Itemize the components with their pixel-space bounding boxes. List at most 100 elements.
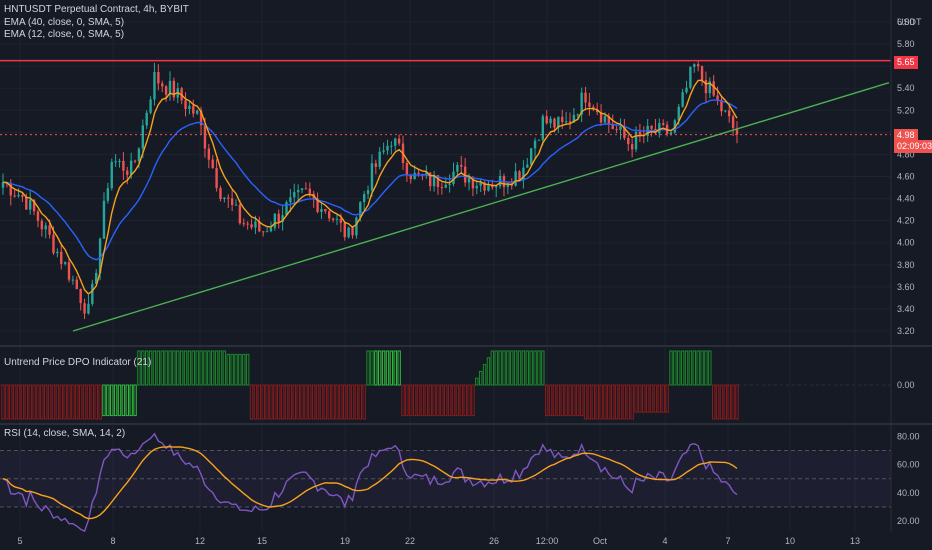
candle-body[interactable] [487, 184, 490, 191]
candle-body[interactable] [689, 66, 692, 88]
candle-body[interactable] [238, 204, 242, 224]
candle-body[interactable] [630, 144, 634, 150]
candle-body[interactable] [192, 105, 195, 114]
candle-body[interactable] [708, 81, 712, 94]
candlestick-series[interactable] [1, 60, 739, 320]
candle-body[interactable] [75, 279, 78, 290]
candle-body[interactable] [161, 83, 164, 87]
candle-body[interactable] [304, 188, 308, 190]
candle-body[interactable] [296, 190, 300, 193]
candle-body[interactable] [662, 123, 665, 125]
candle-body[interactable] [188, 105, 191, 110]
candle-body[interactable] [595, 109, 599, 113]
candle-body[interactable] [63, 262, 67, 264]
candle-body[interactable] [417, 172, 420, 174]
candle-body[interactable] [149, 99, 152, 113]
candle-body[interactable] [289, 197, 292, 203]
candle-body[interactable] [254, 221, 257, 228]
candle-body[interactable] [370, 163, 374, 191]
candle-body[interactable] [269, 227, 273, 232]
candle-body[interactable] [234, 204, 238, 206]
candle-body[interactable] [145, 112, 148, 126]
candle-body[interactable] [425, 172, 428, 176]
candle-body[interactable] [246, 223, 249, 225]
candle-body[interactable] [634, 131, 638, 150]
candle-body[interactable] [623, 126, 626, 139]
candle-body[interactable] [448, 183, 451, 185]
candle-body[interactable] [561, 116, 564, 123]
candle-body[interactable] [615, 129, 618, 131]
candle-body[interactable] [650, 125, 653, 129]
candle-body[interactable] [483, 182, 486, 191]
candle-body[interactable] [541, 116, 545, 140]
candle-body[interactable] [386, 145, 389, 151]
candle-body[interactable] [495, 186, 498, 188]
candle-body[interactable] [619, 126, 622, 130]
candle-body[interactable] [48, 225, 51, 235]
candle-body[interactable] [390, 145, 393, 147]
candle-body[interactable] [28, 199, 32, 210]
candle-body[interactable] [362, 194, 366, 203]
candle-body[interactable] [129, 160, 133, 175]
candle-body[interactable] [564, 121, 568, 123]
candle-body[interactable] [716, 95, 719, 100]
candle-body[interactable] [627, 138, 630, 145]
candle-body[interactable] [87, 303, 90, 314]
candle-body[interactable] [114, 161, 117, 163]
candle-body[interactable] [584, 92, 587, 103]
candle-body[interactable] [378, 151, 381, 167]
candle-body[interactable] [293, 192, 296, 198]
candle-body[interactable] [211, 159, 214, 169]
candle-body[interactable] [199, 110, 203, 126]
candle-body[interactable] [471, 177, 475, 189]
candle-body[interactable] [576, 114, 579, 116]
ascending-trendline[interactable] [72, 82, 890, 332]
candle-body[interactable] [553, 118, 556, 128]
candle-body[interactable] [545, 116, 548, 124]
candle-body[interactable] [467, 177, 471, 183]
candle-body[interactable] [32, 199, 36, 212]
candle-body[interactable] [227, 197, 230, 199]
candle-body[interactable] [133, 160, 137, 162]
candle-body[interactable] [599, 112, 603, 123]
candle-body[interactable] [533, 140, 537, 149]
candle-body[interactable] [316, 198, 319, 212]
candle-body[interactable] [1, 182, 5, 188]
candle-body[interactable] [720, 99, 723, 112]
candle-body[interactable] [607, 116, 611, 124]
candle-body[interactable] [728, 110, 731, 117]
candle-body[interactable] [693, 64, 696, 67]
candle-body[interactable] [700, 66, 704, 80]
candle-body[interactable] [394, 138, 397, 146]
candle-body[interactable] [9, 183, 12, 196]
candle-body[interactable] [491, 184, 494, 188]
candle-body[interactable] [696, 64, 700, 67]
candle-body[interactable] [320, 208, 323, 212]
ema40-legend[interactable]: EMA (40, close, 0, SMA, 5) [4, 17, 125, 28]
candle-body[interactable] [137, 148, 141, 162]
time-axis[interactable]: 5 8 12 15 19 22 26 12:00 Oct 4 7 10 13 [17, 536, 860, 546]
candle-body[interactable] [479, 182, 482, 186]
candle-body[interactable] [557, 116, 560, 128]
candle-body[interactable] [195, 110, 199, 114]
candle-body[interactable] [328, 211, 331, 219]
ema12-legend[interactable]: EMA (12, close, 0, SMA, 5) [4, 29, 125, 40]
candle-body[interactable] [526, 164, 529, 168]
candle-body[interactable] [460, 164, 463, 167]
candle-body[interactable] [428, 172, 432, 187]
candle-body[interactable] [203, 125, 207, 149]
candle-body[interactable] [409, 174, 412, 180]
candle-body[interactable] [164, 86, 168, 95]
candle-body[interactable] [397, 138, 401, 144]
candle-body[interactable] [382, 150, 385, 152]
candle-body[interactable] [347, 227, 350, 238]
candle-body[interactable] [351, 227, 354, 236]
candle-body[interactable] [98, 238, 102, 273]
candle-body[interactable] [277, 213, 280, 222]
candle-body[interactable] [44, 225, 47, 230]
candle-body[interactable] [712, 81, 715, 96]
candle-body[interactable] [735, 128, 739, 135]
candle-body[interactable] [258, 221, 261, 232]
candle-body[interactable] [724, 110, 727, 112]
candle-body[interactable] [343, 222, 346, 238]
